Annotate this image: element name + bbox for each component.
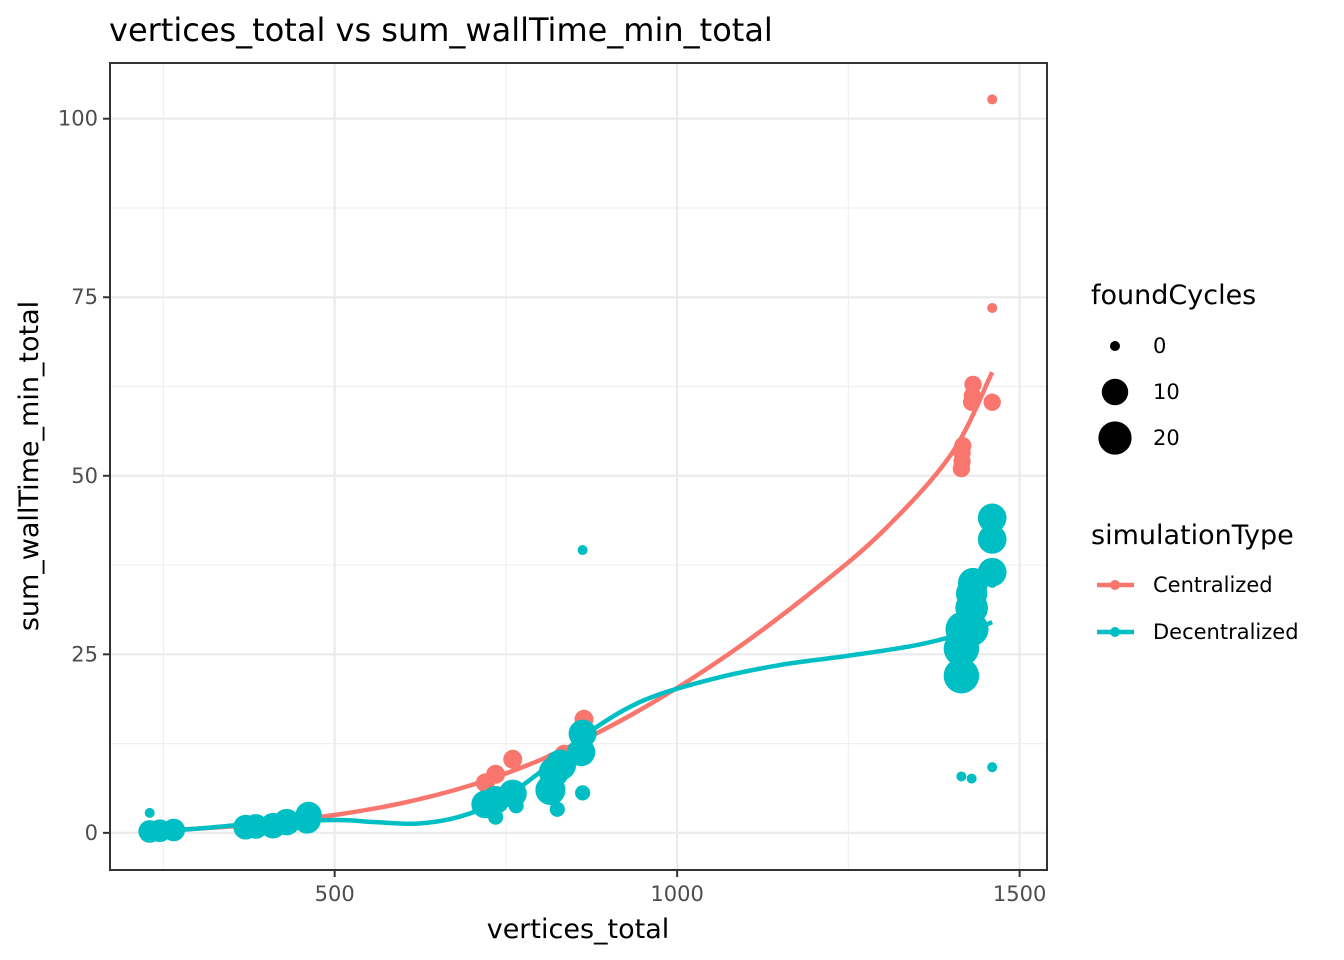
y-axis-title: sum_wallTime_min_total	[14, 301, 45, 631]
color-legend: simulationType Centralized Decentralized	[1091, 520, 1299, 644]
data-points	[138, 94, 1007, 843]
color-legend-dot	[1110, 627, 1120, 637]
data-point-decentralized	[295, 801, 322, 829]
y-tick-label: 100	[58, 107, 98, 131]
x-axis: 500 1000 1500	[315, 870, 1046, 906]
color-legend-label: Centralized	[1153, 573, 1273, 597]
color-legend-label: Decentralized	[1153, 620, 1299, 644]
y-tick-label: 25	[71, 642, 98, 666]
x-tick-label: 1000	[650, 882, 703, 906]
y-tick-label: 50	[71, 464, 98, 488]
size-legend-label: 10	[1153, 380, 1180, 404]
color-legend-dot	[1110, 580, 1120, 590]
data-point-decentralized	[508, 798, 524, 814]
data-point-decentralized	[977, 557, 1007, 587]
size-legend-key	[1101, 378, 1129, 406]
data-point-centralized	[503, 749, 523, 769]
x-tick-label: 500	[315, 882, 355, 906]
data-point-decentralized	[987, 762, 998, 773]
grid-minor	[110, 63, 1047, 870]
data-point-decentralized	[549, 801, 565, 817]
data-point-decentralized	[162, 818, 186, 842]
size-legend-key	[1098, 421, 1132, 455]
data-point-centralized	[987, 94, 998, 105]
data-point-decentralized	[144, 807, 155, 818]
size-legend-label: 0	[1153, 334, 1166, 358]
size-legend-label: 20	[1153, 426, 1180, 450]
data-point-decentralized	[273, 808, 300, 836]
data-point-decentralized	[575, 785, 591, 801]
data-point-decentralized	[977, 524, 1007, 554]
data-point-centralized	[954, 437, 972, 455]
size-legend-title: foundCycles	[1091, 280, 1256, 311]
color-legend-title: simulationType	[1091, 520, 1294, 551]
data-point-centralized	[987, 302, 998, 313]
y-axis: 0 25 50 75 100	[58, 107, 110, 845]
data-point-centralized	[983, 393, 1001, 411]
y-tick-label: 75	[71, 285, 98, 309]
data-point-centralized	[964, 375, 982, 394]
data-point-decentralized	[966, 773, 977, 784]
color-legend-keys: Centralized Decentralized	[1097, 573, 1299, 644]
chart-title: vertices_total vs sum_wallTime_min_total	[109, 11, 773, 49]
x-tick-label: 1500	[993, 882, 1046, 906]
data-point-decentralized	[943, 658, 980, 694]
data-point-decentralized	[568, 719, 597, 748]
size-legend: foundCycles 0 10 20	[1091, 280, 1256, 455]
y-tick-label: 0	[85, 821, 98, 845]
data-point-decentralized	[488, 809, 504, 825]
x-axis-title: vertices_total	[487, 914, 670, 945]
size-legend-keys: 0 10 20	[1098, 334, 1180, 455]
data-point-decentralized	[987, 577, 998, 588]
data-point-decentralized	[956, 771, 967, 782]
panel-border	[109, 62, 1048, 871]
data-point-decentralized	[577, 545, 588, 556]
data-point-centralized	[486, 764, 506, 784]
size-legend-key	[1110, 341, 1120, 351]
plot-panel	[109, 62, 1048, 871]
data-point-decentralized	[977, 503, 1007, 533]
